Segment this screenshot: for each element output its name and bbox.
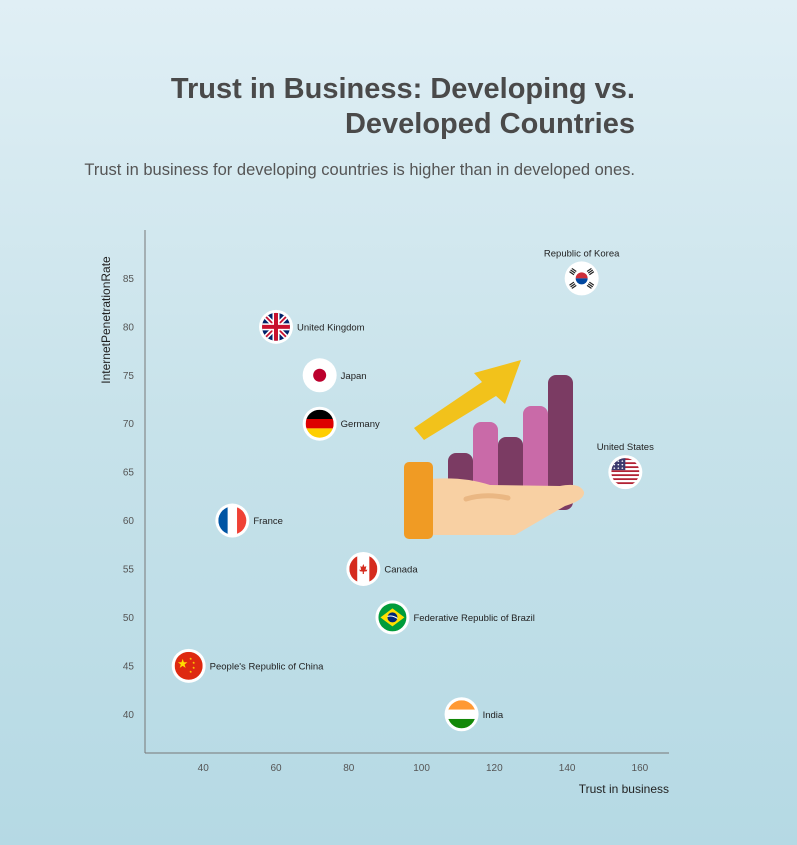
data-points: Republic of Korea United Kingdom Japan Germ…	[171, 248, 654, 732]
data-point: Federative Republic of Brazil	[375, 600, 535, 635]
x-tick-label: 60	[270, 763, 282, 774]
y-tick-label: 80	[123, 322, 135, 333]
germany-flag-icon	[305, 409, 334, 438]
chart-subtitle: Trust in business for developing countri…	[84, 161, 635, 179]
data-point: France	[215, 503, 283, 538]
point-label: Federative Republic of Brazil	[413, 613, 534, 624]
point-label: France	[253, 516, 283, 527]
illustration-bar	[548, 375, 573, 510]
y-tick-label: 75	[123, 371, 135, 382]
y-tick-label: 55	[123, 564, 135, 575]
point-label: Canada	[384, 564, 418, 575]
china-flag-icon	[174, 651, 203, 680]
point-label: People's Republic of China	[210, 661, 324, 672]
x-tick-label: 140	[559, 763, 576, 774]
data-point: Republic of Korea	[544, 248, 620, 296]
x-tick-label: 160	[632, 763, 649, 774]
y-tick-label: 40	[123, 710, 135, 721]
x-tick-label: 100	[413, 763, 430, 774]
india-flag-icon	[447, 700, 476, 729]
data-point: United Kingdom	[259, 309, 365, 344]
x-axis-title: Trust in business	[579, 782, 669, 796]
y-tick-label: 70	[123, 419, 135, 430]
data-point: Canada	[346, 551, 418, 586]
illustration-bar	[523, 406, 548, 512]
chart-title-line-1: Trust in Business: Developing vs.	[170, 73, 635, 105]
y-tick-label: 45	[123, 661, 135, 672]
y-axis-title: InternetPenetrationRate	[99, 256, 113, 384]
y-axis-ticks: 40 45 50 55 60 65 70 75 80 85	[123, 274, 135, 721]
korea-flag-icon	[567, 264, 596, 293]
x-tick-label: 80	[343, 763, 355, 774]
data-point: Japan	[302, 358, 367, 393]
y-tick-label: 85	[123, 274, 135, 285]
x-axis-ticks: 40 60 80 100 120 140 160	[198, 763, 649, 774]
y-tick-label: 60	[123, 516, 135, 527]
chart-title-line-2: Developed Countries	[344, 108, 635, 140]
point-label: United Kingdom	[297, 322, 365, 333]
data-point: India	[444, 697, 504, 732]
data-point: People's Republic of China	[171, 648, 324, 683]
chart-title: Trust in Business: Developing vs. Develo…	[35, 72, 635, 142]
x-tick-label: 40	[198, 763, 210, 774]
point-label: Japan	[341, 371, 367, 382]
point-label: Republic of Korea	[544, 248, 620, 259]
brazil-flag-icon	[378, 603, 407, 632]
up-arrow-icon	[414, 360, 521, 440]
hand-holding-bar-chart-icon	[404, 360, 585, 539]
hand-palm	[420, 478, 585, 535]
point-label: Germany	[341, 419, 380, 430]
france-flag-icon	[218, 506, 247, 535]
thumb-crease	[463, 493, 511, 502]
data-point: United States	[597, 442, 654, 490]
usa-flag-icon	[611, 458, 640, 487]
y-tick-label: 65	[123, 468, 135, 479]
data-point: Germany	[302, 406, 380, 441]
uk-flag-icon	[262, 312, 290, 341]
x-tick-label: 120	[486, 763, 503, 774]
y-tick-label: 50	[123, 613, 135, 624]
point-label: United States	[597, 442, 654, 453]
canada-flag-icon	[349, 554, 378, 583]
sleeve-cuff	[404, 462, 433, 539]
point-label: India	[483, 710, 504, 721]
japan-flag-icon	[305, 361, 334, 390]
